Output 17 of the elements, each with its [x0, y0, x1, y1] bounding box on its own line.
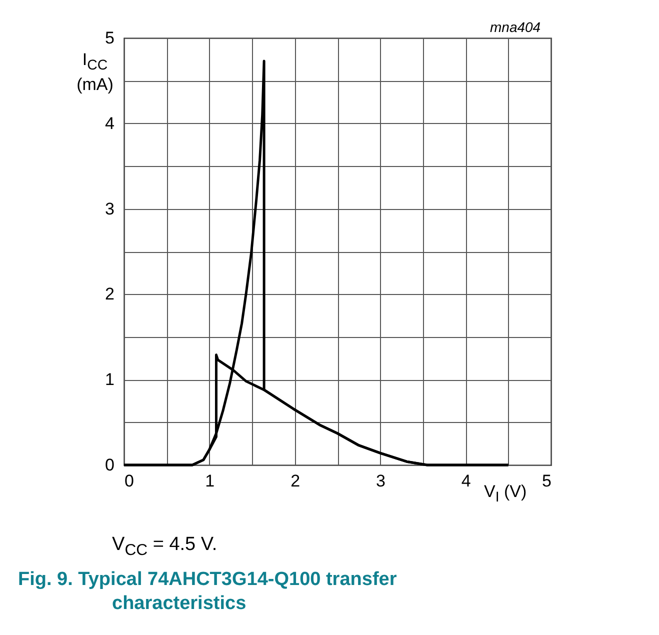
y-tick-label: 3	[105, 199, 114, 218]
x-tick-label: 1	[205, 472, 215, 490]
x-axis-title: V$_{I}$ (V)	[484, 482, 527, 506]
text: Fig. 9. Typical 74AHCT3G14-Q100 transfer characteristics	[18, 568, 398, 616]
x-tick-label: 4	[461, 472, 471, 490]
text: mna404	[490, 19, 541, 35]
x-tick-label: 3	[376, 472, 386, 490]
y-tick-label: 4	[105, 114, 114, 133]
y-tick-label: 1	[105, 370, 114, 390]
text: V$_{CC}$ = 4.5 V.	[112, 534, 218, 560]
x-tick-label: 5	[542, 472, 552, 490]
y-tick-label: 0	[105, 456, 114, 474]
x-tick-label: 2	[290, 472, 300, 490]
x-tick-label: 0	[124, 472, 134, 490]
y-axis-title: I$_{CC}$ (mA)	[76, 50, 114, 96]
y-tick-label: 2	[105, 284, 114, 304]
y-tick-label: 5	[105, 28, 114, 48]
